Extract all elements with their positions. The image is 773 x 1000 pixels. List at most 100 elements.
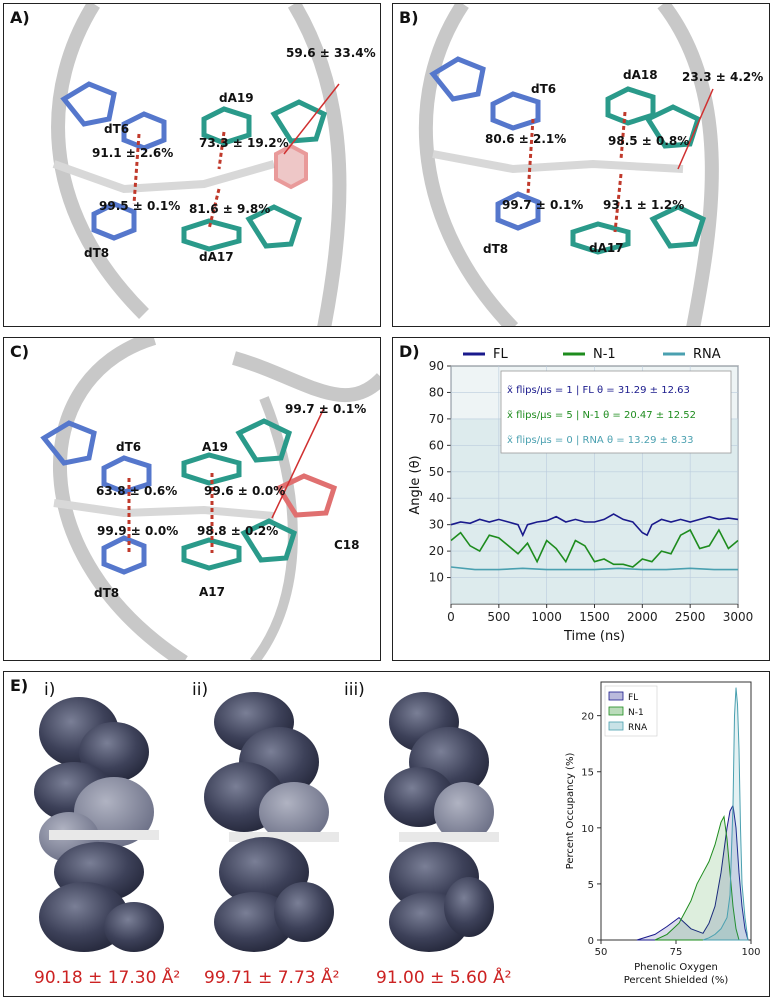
y-tick-label: 20 — [429, 544, 444, 558]
y-tick-label: 5 — [588, 880, 594, 891]
legend-swatch — [608, 691, 624, 701]
backbone-ribbon — [657, 4, 719, 326]
phenyl-linker — [432, 150, 684, 174]
y-tick-label: 70 — [429, 412, 444, 426]
occupancy-value: 63.8 ± 0.6% — [96, 484, 178, 498]
subpanel-label: i) — [44, 680, 56, 700]
flipped-base — [274, 143, 308, 190]
x-tick-label: 100 — [741, 947, 760, 958]
annotation-box — [500, 370, 732, 454]
surface-model-iii — [384, 692, 499, 952]
x-tick-label: 500 — [487, 610, 510, 624]
base-ring — [495, 191, 541, 231]
legend-label: RNA — [693, 347, 721, 362]
base-ring — [101, 455, 152, 495]
annotation-text: x̃ flips/μs = 0 | RNA θ = 13.29 ± 8.33 — [507, 434, 693, 446]
base-ring — [490, 91, 541, 131]
y-tick-label: 30 — [429, 518, 444, 532]
shielding-distribution-chart: 0 5 10 15 20 50 75 100 Phenolic Oxygen Percent Sh… — [565, 681, 761, 986]
panel-label: D) — [399, 342, 420, 361]
shielded-area-value: 91.00 ± 5.60 Å² — [376, 968, 512, 988]
backbone-ribbon — [418, 4, 519, 326]
residue-label: dT8 — [483, 242, 509, 256]
sugar-ring — [40, 420, 97, 466]
hbond-line — [613, 173, 623, 233]
phenyl-linker — [53, 499, 275, 520]
base-ring — [101, 535, 147, 575]
y-tick-label: 10 — [429, 571, 444, 585]
legend-label: N-1 — [593, 347, 616, 362]
density-area-rna — [702, 687, 749, 941]
residue-label: dT6 — [531, 82, 557, 96]
x-tick-label: 3000 — [723, 610, 754, 624]
panel-a-structure — [51, 4, 347, 326]
occupancy-value: 99.6 ± 0.0% — [204, 484, 286, 498]
occupancy-value: 98.8 ± 0.2% — [197, 524, 279, 538]
backbone-ribbon — [232, 351, 380, 403]
occupancy-value: 99.7 ± 0.1% — [502, 198, 584, 212]
sugar-ring — [649, 204, 707, 249]
y-tick-label: 50 — [429, 465, 444, 479]
pointer-line — [677, 88, 714, 170]
residue-label: dA17 — [199, 250, 234, 264]
panel-d: D) 10 20 30 40 50 60 70 80 90 0 500 1000 1500 2000 250… — [392, 337, 770, 661]
sugar-ring — [240, 518, 298, 563]
panel-b: B) dT6 dA18 dT8 dA17 23.3 ± 4.2% 80.6 ± … — [392, 3, 770, 327]
y-tick-label: 60 — [429, 438, 444, 452]
base-ring — [570, 221, 631, 255]
x-tick-label: 2500 — [675, 610, 706, 624]
base-ring — [201, 106, 252, 146]
occupancy-value: 99.5 ± 0.1% — [99, 199, 181, 213]
density-area-fl — [636, 803, 749, 941]
panel-label: C) — [10, 342, 30, 361]
sugar-ring — [235, 418, 293, 463]
y-tick-label: 40 — [429, 491, 444, 505]
base-ring — [181, 218, 242, 252]
legend-box — [604, 685, 658, 737]
hbond-line — [217, 131, 226, 170]
base-ring — [181, 537, 242, 571]
residue-label: dA18 — [623, 68, 658, 82]
x-tick-label: 1500 — [579, 610, 610, 624]
residue-label: dA17 — [589, 241, 624, 255]
panel-label: B) — [399, 8, 419, 27]
x-tick-label: 2000 — [627, 610, 658, 624]
panel-c: C) dT6 A19 dT8 A17 C18 99.7 ± 0.1% 63.8 … — [3, 337, 381, 661]
legend-label: RNA — [628, 723, 648, 733]
y-tick-label: 90 — [429, 359, 444, 373]
panel-a: A) dT6 dA19 dT8 dA17 59.6 ± 33.4% 91.1 ±… — [3, 3, 381, 327]
y-tick-label: 0 — [588, 936, 594, 947]
y-tick-label: 80 — [429, 385, 444, 399]
base-ring — [181, 452, 242, 486]
residue-label: dT6 — [104, 122, 130, 136]
surface-model-i — [34, 697, 164, 952]
backbone-ribbon — [52, 338, 188, 660]
sugar-ring — [270, 99, 328, 144]
legend-label: N-1 — [628, 708, 644, 718]
y-tick-label: 20 — [581, 712, 594, 723]
x-tick-label: 50 — [595, 947, 608, 958]
x-tick-label: 75 — [670, 947, 683, 958]
x-tick-label: 1000 — [531, 610, 562, 624]
angle-time-chart: 10 20 30 40 50 60 70 80 90 0 500 1000 1500 2000 2500 30… — [408, 347, 754, 644]
occupancy-value: 93.1 ± 1.2% — [603, 198, 685, 212]
residue-label: A19 — [202, 440, 228, 454]
occupancy-value: 59.6 ± 33.4% — [286, 46, 376, 60]
occupancy-value: 98.5 ± 0.8% — [608, 134, 690, 148]
backbone-ribbon — [287, 4, 347, 326]
residue-label: dT6 — [116, 440, 142, 454]
y-tick-label: 15 — [581, 768, 594, 779]
residue-label: dT8 — [84, 246, 110, 260]
residue-label: dT8 — [94, 586, 120, 600]
occupancy-value: 81.6 ± 9.8% — [189, 202, 271, 216]
phenyl-linker — [52, 160, 276, 194]
shielded-area-value: 99.71 ± 7.73 Å² — [204, 968, 340, 988]
series-line-fl — [450, 513, 739, 538]
panel-e: E) i) ii) iii) — [3, 671, 770, 997]
panel-label: A) — [10, 8, 30, 27]
hbond-line — [619, 111, 627, 160]
x-axis-label: Phenolic Oxygen — [634, 962, 718, 973]
hbond-line — [526, 118, 535, 195]
hbond-line — [132, 133, 141, 205]
y-axis-label: Percent Occupancy (%) — [565, 753, 576, 870]
